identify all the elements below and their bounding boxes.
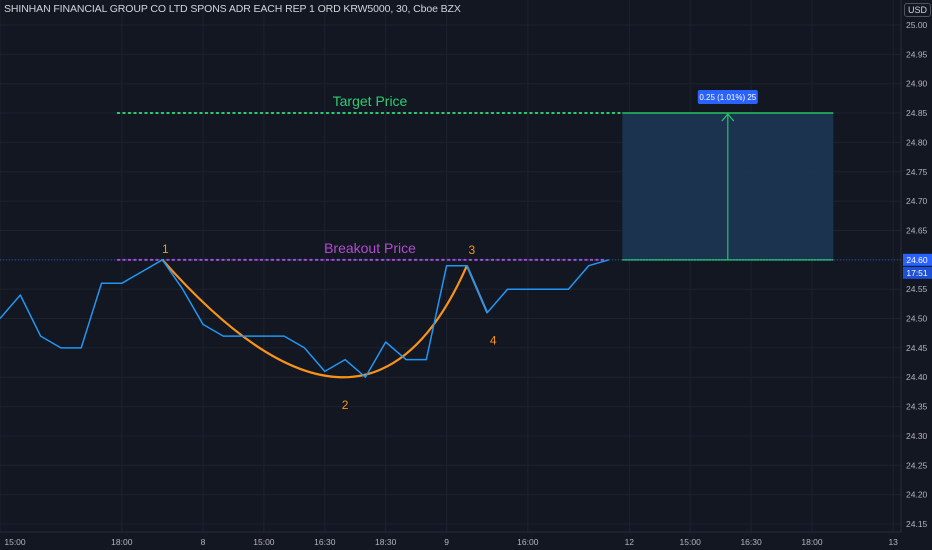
- time-tick-label: 16:30: [314, 537, 336, 547]
- countdown-tag-label: 17:51: [906, 268, 928, 278]
- pattern-point-label-2: 2: [342, 398, 349, 412]
- time-axis-bg: [0, 532, 901, 550]
- price-tick-label: 24.55: [906, 284, 928, 294]
- time-tick-label: 18:00: [111, 537, 133, 547]
- symbol-title: SHINHAN FINANCIAL GROUP CO LTD SPONS ADR…: [4, 3, 461, 15]
- measure-badge-label: 0.25 (1.01%) 25: [699, 93, 756, 102]
- price-tick-label: 24.95: [906, 49, 928, 59]
- price-tick-label: 24.45: [906, 343, 928, 353]
- time-tick-label: 15:00: [680, 537, 702, 547]
- price-tick-label: 24.30: [906, 431, 928, 441]
- time-tick-label: 16:00: [517, 537, 539, 547]
- pattern-point-label-3: 3: [469, 243, 476, 257]
- currency-badge[interactable]: USD: [904, 3, 932, 17]
- time-tick-label: 12: [625, 537, 635, 547]
- pattern-point-label-1: 1: [162, 242, 169, 256]
- price-tick-label: 25.00: [906, 20, 928, 30]
- price-axis: 25.00 24.95 24.90 24.85 24.80 24.75 24.70 24.65…: [900, 0, 932, 550]
- cup-curve: [161, 259, 468, 379]
- time-tick-label: 13: [888, 537, 898, 547]
- price-tick-label: 24.85: [906, 108, 928, 118]
- time-tick-label: 9: [444, 537, 449, 547]
- price-tick-label: 24.35: [906, 402, 928, 412]
- price-line-series: [0, 259, 610, 378]
- breakout-price-label: Breakout Price: [324, 240, 416, 256]
- price-tick-label: 24.70: [906, 196, 928, 206]
- last-price-tag-label: 24.60: [906, 255, 928, 265]
- time-tick-label: 18:00: [801, 537, 823, 547]
- last-price-tag: [903, 253, 932, 266]
- target-arrow-head: [721, 113, 735, 122]
- price-tick-label: 24.15: [906, 519, 928, 529]
- price-tick-label: 24.20: [906, 490, 928, 500]
- time-tick-label: 18:30: [375, 537, 397, 547]
- time-tick-label: 15:00: [253, 537, 275, 547]
- price-tick-label: 24.65: [906, 225, 928, 235]
- price-tick-label: 24.90: [906, 79, 928, 89]
- grid-lines: [0, 0, 901, 532]
- measure-badge: [697, 90, 758, 105]
- price-tick-label: 24.80: [906, 137, 928, 147]
- time-tick-label: 16:30: [740, 537, 762, 547]
- time-axis: 15:00 18:00 8 15:00 16:30 18:30 9 16:00 12 15:00 1…: [0, 531, 901, 550]
- time-tick-label: 8: [201, 537, 206, 547]
- countdown-tag: [903, 266, 932, 279]
- price-tick-label: 24.50: [906, 314, 928, 324]
- price-tick-label: 24.25: [906, 460, 928, 470]
- price-tick-label: 24.75: [906, 167, 928, 177]
- price-tick-label: 24.40: [906, 372, 928, 382]
- target-price-label: Target Price: [333, 93, 408, 109]
- time-tick-label: 15:00: [4, 537, 26, 547]
- pattern-point-label-4: 4: [490, 334, 497, 348]
